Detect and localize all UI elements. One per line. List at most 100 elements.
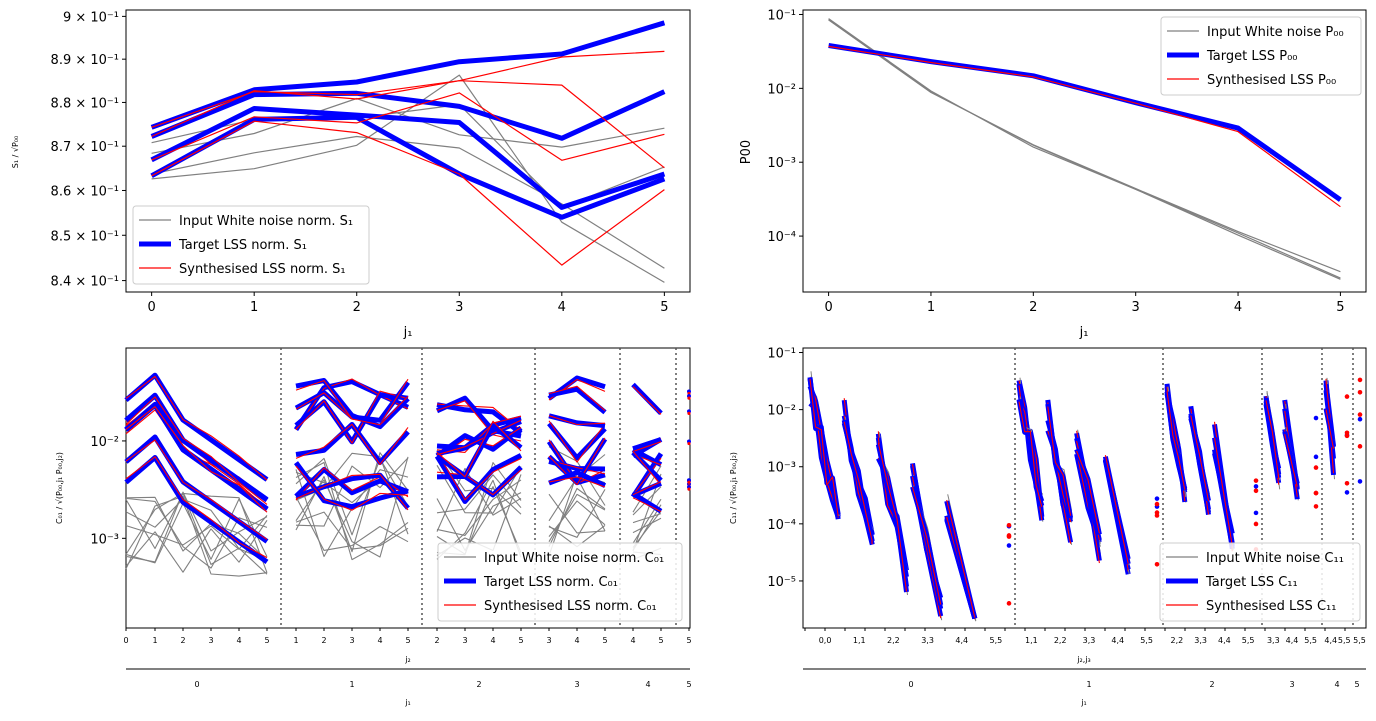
c01-synth-line	[548, 415, 606, 426]
c01-xtick-label: 3	[208, 636, 213, 645]
c11-xtick-label: 4,4	[955, 636, 968, 645]
s1-legend-label: Synthesised LSS norm. S₁	[179, 262, 346, 277]
c11-xtick-label: 5,5	[1242, 636, 1255, 645]
c01-input-line	[632, 517, 662, 534]
c11-synth-line	[1166, 391, 1186, 490]
c11-xtick-label: 4,4	[1218, 636, 1231, 645]
c11-xtick-label: 5,5	[1338, 636, 1351, 645]
c11-ytick-label: 10⁻⁵	[767, 575, 796, 590]
c01-xtick-label: 2	[180, 636, 185, 645]
c01-synth-line	[436, 451, 522, 501]
c01-synth-line	[125, 375, 268, 481]
c11-ylabel: C₁₁ / √(P₀₀,j₁ P₀₀,j₂)	[729, 452, 738, 524]
c01-synth-line	[125, 439, 268, 540]
c01-synth-line	[295, 423, 409, 466]
c11-synth-point	[1357, 377, 1363, 383]
c11-synth-point	[1154, 513, 1160, 518]
c01-synth-line	[295, 380, 409, 426]
c11-synth-line	[1213, 437, 1233, 546]
c01-input-line	[436, 449, 522, 515]
c11-target-point	[1357, 479, 1363, 484]
p00-legend	[1160, 16, 1362, 96]
c01-j1-label: 1	[349, 680, 354, 689]
c11-target-point	[1253, 484, 1259, 489]
c11-xtick-label: 5,5	[1353, 636, 1366, 645]
c11-ytick-label: 10⁻⁴	[767, 518, 796, 533]
c11-xtick-label: 1,1	[853, 636, 866, 645]
c01-input-line	[548, 489, 606, 538]
c01-input-line	[125, 498, 268, 561]
c01-target-line	[631, 491, 663, 514]
c11-target-point	[1313, 415, 1319, 421]
p00-legend-label: Target LSS P₀₀	[1206, 49, 1298, 64]
c01-synth-line	[548, 385, 606, 412]
s1-legend-label: Target LSS norm. S₁	[178, 238, 307, 253]
c11-synth-point	[1006, 522, 1012, 528]
c11-synth-line	[946, 499, 976, 618]
s1-ytick-label: 9 × 10⁻¹	[63, 10, 119, 25]
p00-xtick-label: 0	[824, 300, 832, 315]
c11-target-point	[1344, 490, 1350, 495]
p00-xtick-label: 5	[1336, 300, 1344, 315]
p00-input-line	[828, 19, 1341, 273]
c11-j1-label: 3	[1289, 680, 1294, 689]
c11-target-line	[1282, 431, 1300, 485]
c11-synth-point	[1313, 465, 1319, 470]
s1-xtick-label: 2	[353, 300, 361, 315]
c01-xtick-label: 3	[462, 636, 467, 645]
c11-ytick-label: 10⁻¹	[767, 347, 796, 362]
c11-synth-line	[1076, 450, 1100, 534]
c01-input-line	[548, 500, 606, 537]
p00-synth-line	[828, 45, 1341, 208]
c01-j1-label: 3	[574, 680, 579, 689]
c01-synth-line	[632, 481, 662, 496]
c11-synth-line	[1104, 454, 1129, 564]
c01-input-line	[125, 497, 268, 569]
s1-ylabel: S₁ / √P₀₀	[11, 136, 20, 168]
c01-synth-point	[687, 487, 691, 491]
c11-legend-label: Input White noise C₁₁	[1206, 551, 1344, 566]
c01-target-line	[124, 372, 269, 482]
c11-target-line	[910, 486, 944, 606]
p00-xtick-label: 4	[1234, 300, 1242, 315]
c11-synth-point	[1253, 478, 1259, 483]
s1-ytick-label: 8.6 × 10⁻¹	[51, 184, 119, 199]
c01-j1-label: 0	[194, 680, 199, 689]
p00-ytick-label: 10⁻²	[767, 82, 796, 97]
s1-input-line	[151, 135, 665, 269]
c01-synth-point	[687, 411, 691, 415]
s1-ytick-label: 8.4 × 10⁻¹	[51, 275, 119, 290]
p00-xlabel: j₁	[1079, 325, 1089, 340]
c01-j1-label: 5	[686, 680, 691, 689]
c11-synth-point	[1357, 389, 1363, 395]
c01-legend-label: Synthesised LSS norm. C₀₁	[484, 599, 657, 614]
c01-synth-line	[295, 378, 409, 431]
s1-xtick-label: 1	[250, 300, 258, 315]
s1-synth-line	[151, 120, 665, 266]
c01-synth-line	[436, 419, 522, 456]
c01-input-line	[295, 452, 409, 553]
c11-legend-label: Synthesised LSS C₁₁	[1206, 599, 1336, 614]
c11-synth-line	[843, 421, 873, 542]
s1-xtick-label: 3	[455, 300, 463, 315]
c11-xtick-label: 0,0	[819, 636, 832, 645]
c01-xtick-label: 5	[602, 636, 607, 645]
c11-synth-point	[1253, 488, 1259, 494]
s1-ytick-label: 8.7 × 10⁻¹	[51, 140, 119, 155]
c11-synth-line	[1265, 400, 1280, 478]
c01-xtick-label: 1	[293, 636, 298, 645]
c11-synth-point	[1253, 521, 1259, 527]
c01-target-line	[435, 395, 522, 439]
c01-j1-label: 4	[645, 680, 650, 689]
c01-xtick-label: 3	[546, 636, 551, 645]
c01-input-line	[632, 513, 662, 524]
c11-target-point	[1253, 510, 1259, 516]
c11-target-line	[807, 377, 841, 515]
s1-xlabel: j₁	[403, 325, 413, 340]
c01-xtick-label: 2	[434, 636, 439, 645]
c11-ytick-label: 10⁻²	[767, 404, 796, 419]
c11-legend	[1159, 542, 1361, 622]
c01-input-line	[295, 461, 409, 561]
c01-xlabel2: j₁	[404, 698, 410, 707]
c01-xtick-label: 0	[123, 636, 128, 645]
